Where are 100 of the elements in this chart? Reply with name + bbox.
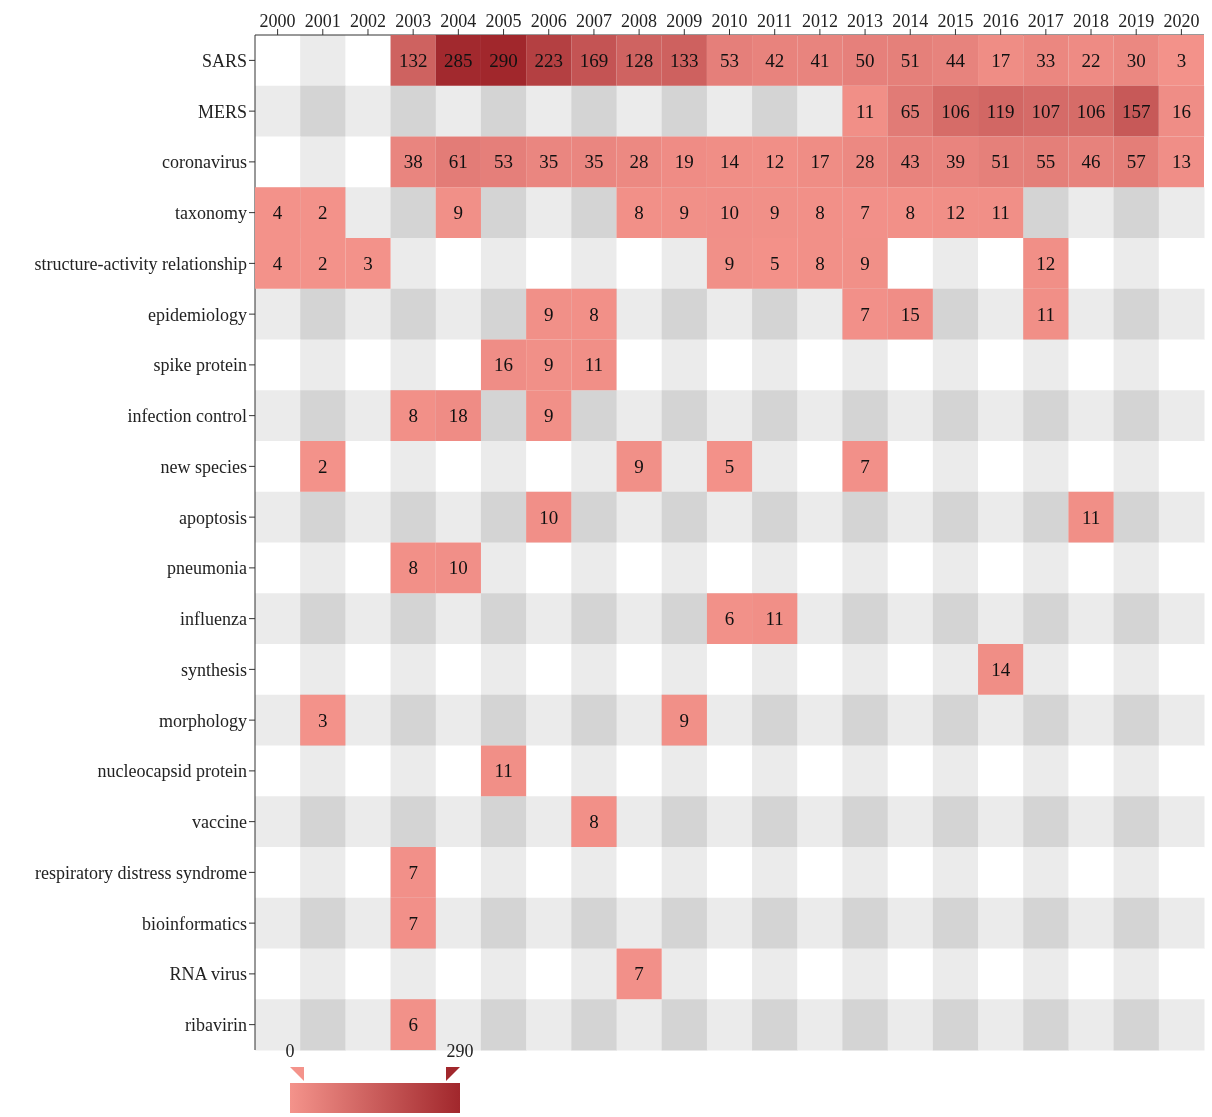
data-label: 2: [318, 455, 328, 477]
data-label: 30: [1126, 49, 1146, 71]
data-label: 11: [991, 202, 1010, 224]
y-tick-label: nucleocapsid protein: [97, 761, 247, 782]
data-label: 9: [543, 354, 554, 376]
data-label: 10: [539, 506, 559, 528]
data-label: 11: [765, 608, 784, 630]
x-tick-label: 2005: [485, 11, 522, 31]
x-tick-label: 2011: [757, 11, 793, 31]
data-label: 17: [810, 151, 830, 173]
x-tick-label: 2004: [440, 11, 477, 31]
data-label: 28: [629, 151, 649, 173]
x-tick-label: 2013: [847, 11, 884, 31]
data-label: 8: [408, 405, 418, 427]
data-label: 8: [589, 303, 599, 325]
x-tick-label: 2015: [937, 11, 974, 31]
data-label: 3: [363, 252, 373, 274]
data-label: 33: [1036, 49, 1056, 71]
y-tick-label: MERS: [197, 101, 247, 122]
y-tick-label: RNA virus: [169, 964, 247, 985]
data-label: 119: [986, 100, 1015, 122]
data-label: 7: [860, 303, 870, 325]
data-label: 9: [679, 202, 690, 224]
x-tick-label: 2017: [1027, 11, 1064, 31]
data-label: 51: [991, 151, 1011, 173]
data-label: 9: [543, 303, 554, 325]
data-label: 38: [403, 151, 423, 173]
data-label: 8: [634, 202, 644, 224]
data-label: 8: [408, 557, 418, 579]
y-tick-label: coronavirus: [162, 152, 247, 173]
data-label: 12: [1036, 252, 1056, 274]
data-label: 51: [900, 49, 920, 71]
data-label: 133: [670, 49, 699, 71]
data-label: 53: [494, 151, 514, 173]
data-label: 169: [579, 49, 609, 71]
data-label: 132: [398, 49, 428, 71]
data-label: 2: [318, 252, 328, 274]
data-label: 107: [1031, 100, 1061, 122]
data-label: 15: [900, 303, 920, 325]
data-label: 8: [589, 811, 599, 833]
data-label: 61: [448, 151, 468, 173]
data-label: 5: [724, 455, 735, 477]
y-tick-label: epidemiology: [148, 304, 247, 325]
data-label: 290: [489, 49, 518, 71]
y-tick-label: pneumonia: [167, 558, 248, 579]
data-label: 285: [444, 49, 473, 71]
data-label: 10: [448, 557, 468, 579]
x-tick-label: 2020: [1163, 11, 1200, 31]
y-tick-label: vaccine: [192, 812, 247, 833]
data-label: 157: [1121, 100, 1151, 122]
data-label: 35: [539, 151, 559, 173]
data-label: 16: [494, 354, 514, 376]
data-label: 3: [318, 709, 328, 731]
x-tick-label: 2003: [395, 11, 432, 31]
y-tick-label: apoptosis: [178, 507, 247, 528]
x-tick-label: 2019: [1118, 11, 1155, 31]
data-label: 4: [272, 252, 283, 274]
data-label: 128: [624, 49, 654, 71]
data-label: 10: [720, 202, 739, 224]
y-tick-label: respiratory distress syndrome: [35, 862, 247, 883]
color-bar-label: 290: [446, 1041, 474, 1062]
data-label: 9: [724, 252, 735, 274]
data-label: 12: [945, 202, 965, 224]
y-tick-label: synthesis: [180, 659, 247, 680]
y-tick-label: influenza: [180, 609, 248, 630]
y-tick-label: SARS: [201, 50, 247, 71]
data-label: 11: [1081, 506, 1101, 528]
y-tick-label: new species: [160, 456, 247, 477]
data-label: 28: [855, 151, 875, 173]
data-label: 106: [1076, 100, 1106, 122]
y-tick-label: taxonomy: [175, 203, 247, 224]
data-label: 9: [453, 202, 464, 224]
x-tick-label: 2012: [801, 11, 838, 31]
data-label: 50: [855, 49, 875, 71]
y-tick-label: structure-activity relationship: [34, 253, 247, 274]
y-tick-label: spike protein: [153, 355, 247, 376]
y-tick-label: morphology: [159, 710, 247, 731]
data-label: 7: [860, 202, 870, 224]
y-tick-label: ribavirin: [185, 1015, 247, 1036]
data-label: 18: [448, 405, 468, 427]
data-label: 223: [534, 49, 563, 71]
data-label: 5: [769, 252, 780, 274]
data-label: 9: [634, 455, 644, 477]
data-label: 14: [720, 151, 740, 173]
data-label: 8: [815, 202, 825, 224]
data-label: 7: [408, 912, 418, 934]
data-label: 9: [769, 202, 780, 224]
data-label: 9: [543, 405, 554, 427]
y-tick-label: infection control: [127, 406, 247, 427]
data-label: 8: [905, 202, 916, 224]
x-tick-label: 2000: [259, 11, 296, 31]
data-label: 11: [855, 100, 875, 122]
data-label: 3: [1176, 49, 1187, 71]
data-label: 53: [720, 49, 739, 71]
data-label: 39: [945, 151, 965, 173]
data-label: 14: [991, 658, 1011, 680]
data-label: 57: [1126, 151, 1146, 173]
x-tick-label: 2016: [982, 11, 1019, 31]
data-label: 9: [860, 252, 870, 274]
x-tick-label: 2007: [575, 11, 612, 31]
